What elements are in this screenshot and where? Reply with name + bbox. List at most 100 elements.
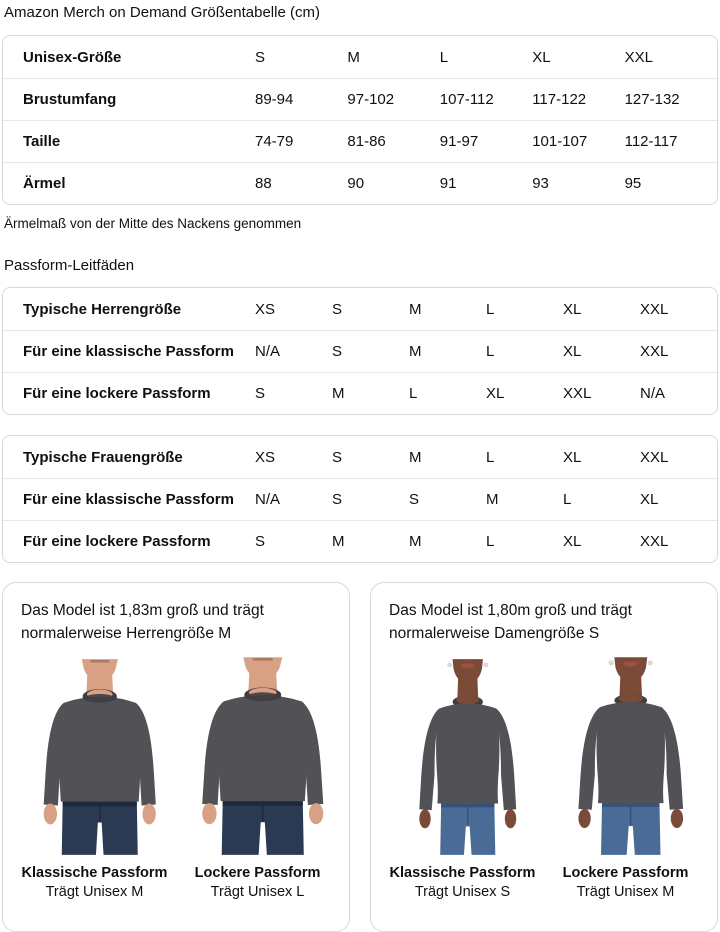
table-row: Für eine klassische Passform N/A S S M L… [3, 478, 717, 520]
table-cell: XXL [640, 343, 669, 360]
table-cell: XS [255, 300, 276, 318]
mens-model-card: Das Model ist 1,83m groß und trägt norma… [2, 582, 350, 932]
table-cell: M [486, 491, 499, 508]
table-row: Unisex-Größe S M L XL XXL [3, 36, 717, 78]
table-cell: M [409, 448, 422, 466]
row-label: Für eine klassische Passform [23, 491, 234, 508]
model-card-title: Das Model ist 1,80m groß und trägt norma… [389, 602, 632, 643]
table-cell: XL [563, 448, 582, 466]
table-cell: 107-112 [439, 91, 494, 108]
table-cell: XL [640, 491, 659, 508]
table-cell: 117-122 [532, 91, 587, 108]
table-cell: M [347, 48, 360, 66]
table-cell: M [332, 385, 345, 402]
row-label: Typische Herrengröße [23, 300, 182, 318]
table-cell: XL [486, 385, 505, 402]
row-label: Für eine klassische Passform [23, 343, 234, 360]
page-title: Amazon Merch on Demand Größentabelle (cm… [4, 4, 320, 21]
model-card-title: Das Model ist 1,83m groß und trägt norma… [21, 602, 264, 643]
table-cell: 90 [347, 175, 365, 192]
fit-caption: Klassische Passform [21, 864, 168, 881]
male-model-loose-image [200, 655, 324, 856]
table-cell: M [409, 533, 422, 550]
table-cell: XXL [624, 48, 653, 66]
row-label: Unisex-Größe [23, 48, 122, 66]
table-cell: S [332, 300, 343, 318]
male-model-classic-image [42, 657, 157, 856]
table-cell: L [439, 48, 449, 66]
table-cell: 88 [255, 175, 272, 192]
table-cell: 127-132 [624, 91, 680, 108]
table-cell: S [255, 533, 266, 550]
table-row: Brustumfang 89-94 97-102 107-112 117-122… [3, 78, 717, 120]
model-photo-classic-fit: Klassische Passform Trägt Unisex S [381, 654, 544, 900]
unisex-size-table: Unisex-Größe S M L XL XXL Brustumfang 89… [2, 35, 718, 205]
table-cell: S [332, 491, 343, 508]
table-cell: M [409, 300, 422, 318]
female-model-loose-image [577, 655, 684, 856]
table-cell: XXL [640, 448, 669, 466]
table-cell: XS [255, 448, 276, 466]
mens-fit-table: Typische Herrengröße XS S M L XL XXL Für… [2, 287, 718, 415]
table-cell: XL [563, 533, 582, 550]
table-cell: N/A [640, 385, 666, 402]
table-cell: L [486, 533, 495, 550]
table-cell: XXL [640, 533, 669, 550]
table-cell: XL [563, 300, 582, 318]
female-model-classic-image [418, 657, 517, 856]
fit-guides-heading: Passform-Leitfäden [4, 257, 135, 274]
table-cell: XXL [640, 300, 669, 318]
model-photos: Klassische Passform Trägt Unisex S Locke… [381, 654, 707, 900]
table-cell: L [486, 300, 495, 318]
table-cell: XXL [563, 385, 592, 402]
table-cell: 93 [532, 175, 549, 192]
table-row: Für eine lockere Passform S M L XL XXL N… [3, 372, 717, 414]
table-cell: 91-97 [439, 133, 479, 150]
table-cell: N/A [255, 491, 281, 508]
table-row: Typische Herrengröße XS S M L XL XXL [3, 288, 717, 330]
womens-fit-table: Typische Frauengröße XS S M L XL XXL Für… [2, 435, 718, 563]
table-cell: M [409, 343, 422, 360]
table-cell: 81-86 [347, 133, 386, 150]
table-cell: 89-94 [255, 91, 294, 108]
table-row: Typische Frauengröße XS S M L XL XXL [3, 436, 717, 478]
size-caption: Trägt Unisex S [414, 883, 511, 900]
table-row: Ärmel 88 90 91 93 95 [3, 162, 717, 204]
row-label: Für eine lockere Passform [23, 385, 211, 402]
model-photo-classic-fit: Klassische Passform Trägt Unisex M [13, 654, 176, 900]
fit-caption: Lockere Passform [562, 864, 689, 881]
womens-model-card: Das Model ist 1,80m groß und trägt norma… [370, 582, 718, 932]
table-cell: S [332, 343, 343, 360]
size-caption: Trägt Unisex M [576, 883, 675, 900]
size-caption: Trägt Unisex L [210, 883, 305, 900]
table-cell: 97-102 [347, 91, 395, 108]
model-photo-loose-fit: Lockere Passform Trägt Unisex M [544, 654, 707, 900]
fit-caption: Lockere Passform [194, 864, 321, 881]
row-label: Brustumfang [23, 91, 117, 108]
row-label: Für eine lockere Passform [23, 533, 211, 550]
table-cell: 95 [624, 175, 642, 192]
table-cell: S [409, 491, 420, 508]
table-cell: L [409, 385, 418, 402]
model-photo-loose-fit: Lockere Passform Trägt Unisex L [176, 654, 339, 900]
table-cell: 101-107 [532, 133, 588, 150]
table-row: Für eine lockere Passform S M M L XL XXL [3, 520, 717, 562]
sleeve-measure-note: Ärmelmaß von der Mitte des Nackens genom… [4, 216, 302, 231]
table-cell: XL [532, 48, 551, 66]
table-cell: N/A [255, 343, 281, 360]
table-cell: M [332, 533, 345, 550]
table-cell: S [332, 448, 343, 466]
row-label: Taille [23, 133, 61, 150]
row-label: Typische Frauengröße [23, 448, 183, 466]
row-label: Ärmel [23, 175, 66, 192]
table-cell: L [563, 491, 572, 508]
table-row: Taille 74-79 81-86 91-97 101-107 112-117 [3, 120, 717, 162]
table-cell: L [486, 448, 495, 466]
fit-caption: Klassische Passform [389, 864, 536, 881]
table-cell: 91 [439, 175, 457, 192]
table-cell: XL [563, 343, 582, 360]
size-caption: Trägt Unisex M [45, 883, 144, 900]
table-cell: 74-79 [255, 133, 294, 150]
table-cell: L [486, 343, 495, 360]
